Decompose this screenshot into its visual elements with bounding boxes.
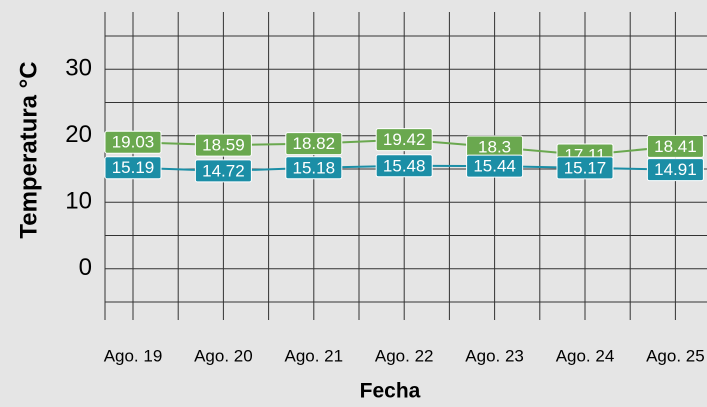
value-label: 15.18 xyxy=(293,158,336,177)
value-label: 15.19 xyxy=(112,158,155,177)
value-label-box xyxy=(104,156,162,180)
value-label-box xyxy=(375,128,433,152)
value-label: 15.17 xyxy=(564,158,607,177)
value-label: 18.82 xyxy=(293,134,336,153)
value-label: 15.48 xyxy=(383,156,426,175)
x-tick-label: Ago. 19 xyxy=(104,346,163,365)
x-axis-label: Fecha xyxy=(360,380,421,403)
value-label: 18.41 xyxy=(654,137,697,156)
x-tick-label: Ago. 24 xyxy=(556,346,615,365)
y-tick-label: 10 xyxy=(65,188,92,215)
value-label-box xyxy=(556,156,614,180)
value-label-box xyxy=(646,158,704,182)
y-tick-label: 30 xyxy=(65,55,92,82)
value-label: 19.03 xyxy=(112,133,155,152)
value-label: 14.91 xyxy=(654,160,697,179)
x-tick-label: Ago. 20 xyxy=(194,346,253,365)
x-tick-label: Ago. 21 xyxy=(284,346,343,365)
value-label-box xyxy=(646,134,704,158)
value-label: 18.3 xyxy=(478,138,511,157)
y-tick-label: 0 xyxy=(79,254,92,281)
value-label-box xyxy=(104,130,162,154)
value-label-box xyxy=(285,156,343,180)
value-label: 18.59 xyxy=(202,136,245,155)
value-label-box xyxy=(466,154,524,178)
y-tick-label: 20 xyxy=(65,121,92,148)
y-axis-label: Temperatura °C xyxy=(15,61,42,238)
value-label: 15.44 xyxy=(473,157,516,176)
value-label-box xyxy=(375,154,433,178)
x-tick-label: Ago. 23 xyxy=(465,346,524,365)
value-label-box xyxy=(194,159,252,183)
value-label: 19.42 xyxy=(383,130,426,149)
value-label-box xyxy=(194,133,252,157)
x-tick-label: Ago. 22 xyxy=(375,346,434,365)
value-label-box xyxy=(285,132,343,156)
x-tick-label: Ago. 25 xyxy=(646,346,705,365)
value-label: 14.72 xyxy=(202,161,245,180)
